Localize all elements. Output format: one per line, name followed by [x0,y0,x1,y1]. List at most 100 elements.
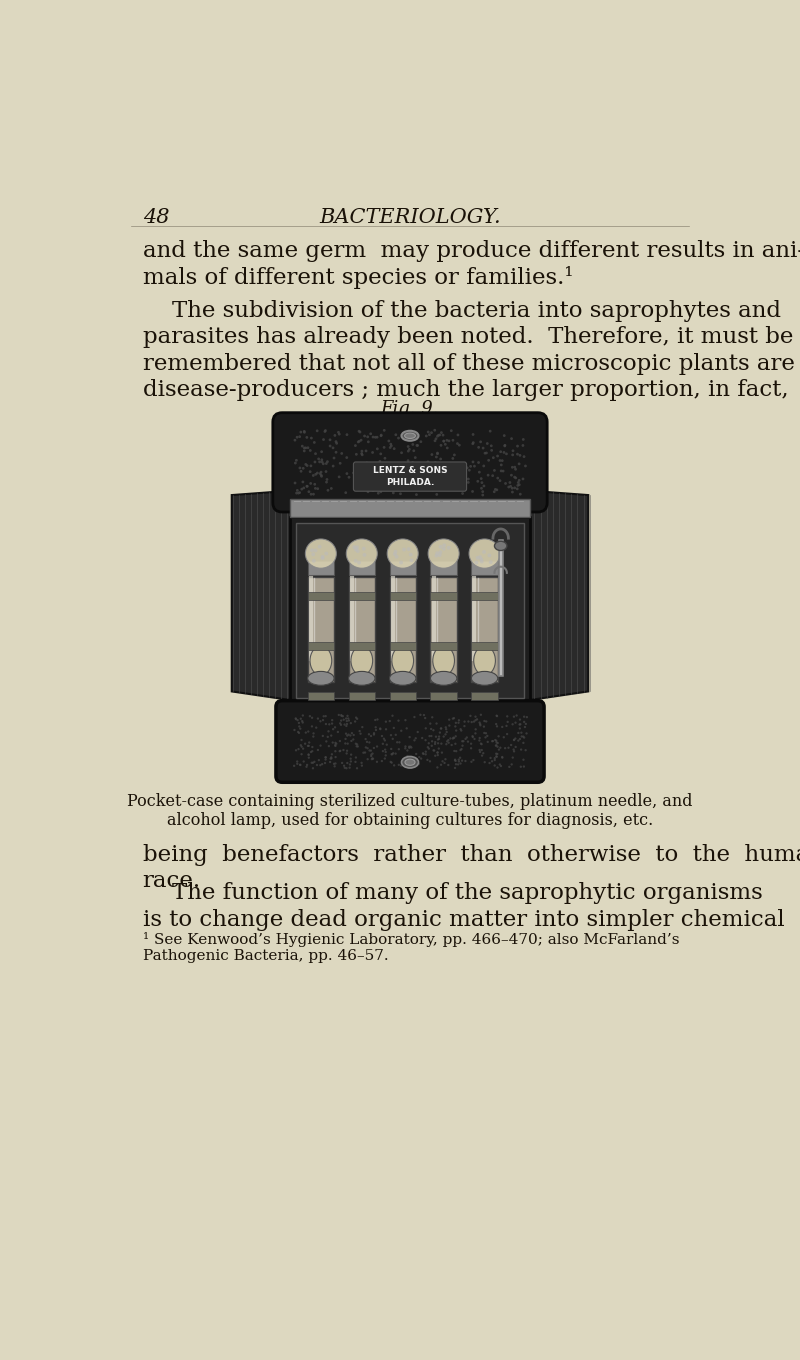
Circle shape [346,724,348,725]
Circle shape [436,453,439,456]
Circle shape [496,477,499,480]
Circle shape [466,740,469,743]
Circle shape [513,476,516,479]
Bar [430,692,457,700]
Circle shape [411,462,414,466]
Circle shape [306,484,308,488]
Circle shape [334,452,338,454]
Circle shape [455,480,458,483]
Circle shape [446,439,448,442]
Circle shape [334,763,337,764]
Circle shape [455,729,458,732]
Ellipse shape [405,432,415,438]
Circle shape [517,481,520,484]
Circle shape [310,751,312,753]
Circle shape [374,726,377,729]
Circle shape [394,555,398,559]
Circle shape [438,486,442,488]
Circle shape [398,469,401,472]
Circle shape [431,740,434,743]
Circle shape [455,749,458,752]
Circle shape [302,714,304,717]
Circle shape [440,464,442,466]
Circle shape [519,724,522,725]
Circle shape [446,730,448,733]
Circle shape [454,743,457,745]
Circle shape [464,760,466,762]
Circle shape [520,732,522,734]
Circle shape [326,736,329,738]
Circle shape [424,738,426,741]
Circle shape [442,547,446,551]
Circle shape [366,491,370,494]
Circle shape [498,460,502,462]
Circle shape [365,450,367,453]
Circle shape [342,749,345,751]
Circle shape [334,744,337,747]
Bar [290,499,530,517]
Circle shape [485,721,487,722]
Circle shape [412,480,414,483]
Bar [471,642,498,650]
Circle shape [436,452,439,454]
Circle shape [355,745,358,748]
Circle shape [436,435,439,438]
Circle shape [303,430,306,432]
Circle shape [452,737,454,738]
Circle shape [359,466,362,469]
Circle shape [384,748,386,751]
Circle shape [470,760,473,763]
Circle shape [358,431,362,434]
Circle shape [370,432,372,435]
Ellipse shape [310,646,332,676]
Circle shape [477,461,480,464]
Circle shape [421,737,423,740]
Circle shape [478,749,481,751]
Circle shape [438,434,441,437]
Circle shape [415,753,418,755]
Circle shape [356,718,358,719]
Circle shape [321,458,323,461]
Circle shape [470,715,472,717]
Circle shape [454,759,456,760]
Circle shape [325,756,327,759]
Circle shape [433,749,435,752]
Circle shape [371,752,374,755]
Circle shape [361,762,362,764]
Circle shape [414,484,416,487]
Circle shape [294,729,296,732]
Circle shape [447,439,450,442]
Bar [349,642,375,650]
Circle shape [482,446,485,449]
Circle shape [442,736,445,737]
Circle shape [334,745,337,747]
Circle shape [390,443,392,446]
Circle shape [392,491,394,494]
Text: ¹ See Kenwood’s Hygienic Laboratory, pp. 466–470; also McFarland’s: ¹ See Kenwood’s Hygienic Laboratory, pp.… [142,932,679,947]
Circle shape [371,452,374,454]
Circle shape [370,755,372,758]
Circle shape [355,545,359,549]
Circle shape [495,740,498,743]
Circle shape [382,737,385,740]
Circle shape [318,457,320,460]
Circle shape [506,733,508,736]
Circle shape [526,732,528,734]
Circle shape [478,555,482,559]
Circle shape [406,755,409,758]
Circle shape [514,465,516,469]
Circle shape [361,453,364,456]
Circle shape [310,492,313,495]
Circle shape [325,740,327,743]
Circle shape [434,743,436,745]
Circle shape [458,722,460,724]
Circle shape [502,736,505,738]
Circle shape [372,758,374,760]
Circle shape [389,719,391,722]
Circle shape [302,480,304,483]
Circle shape [434,438,438,441]
Circle shape [326,488,330,492]
Circle shape [326,460,329,462]
Circle shape [408,747,410,749]
Circle shape [450,737,451,740]
